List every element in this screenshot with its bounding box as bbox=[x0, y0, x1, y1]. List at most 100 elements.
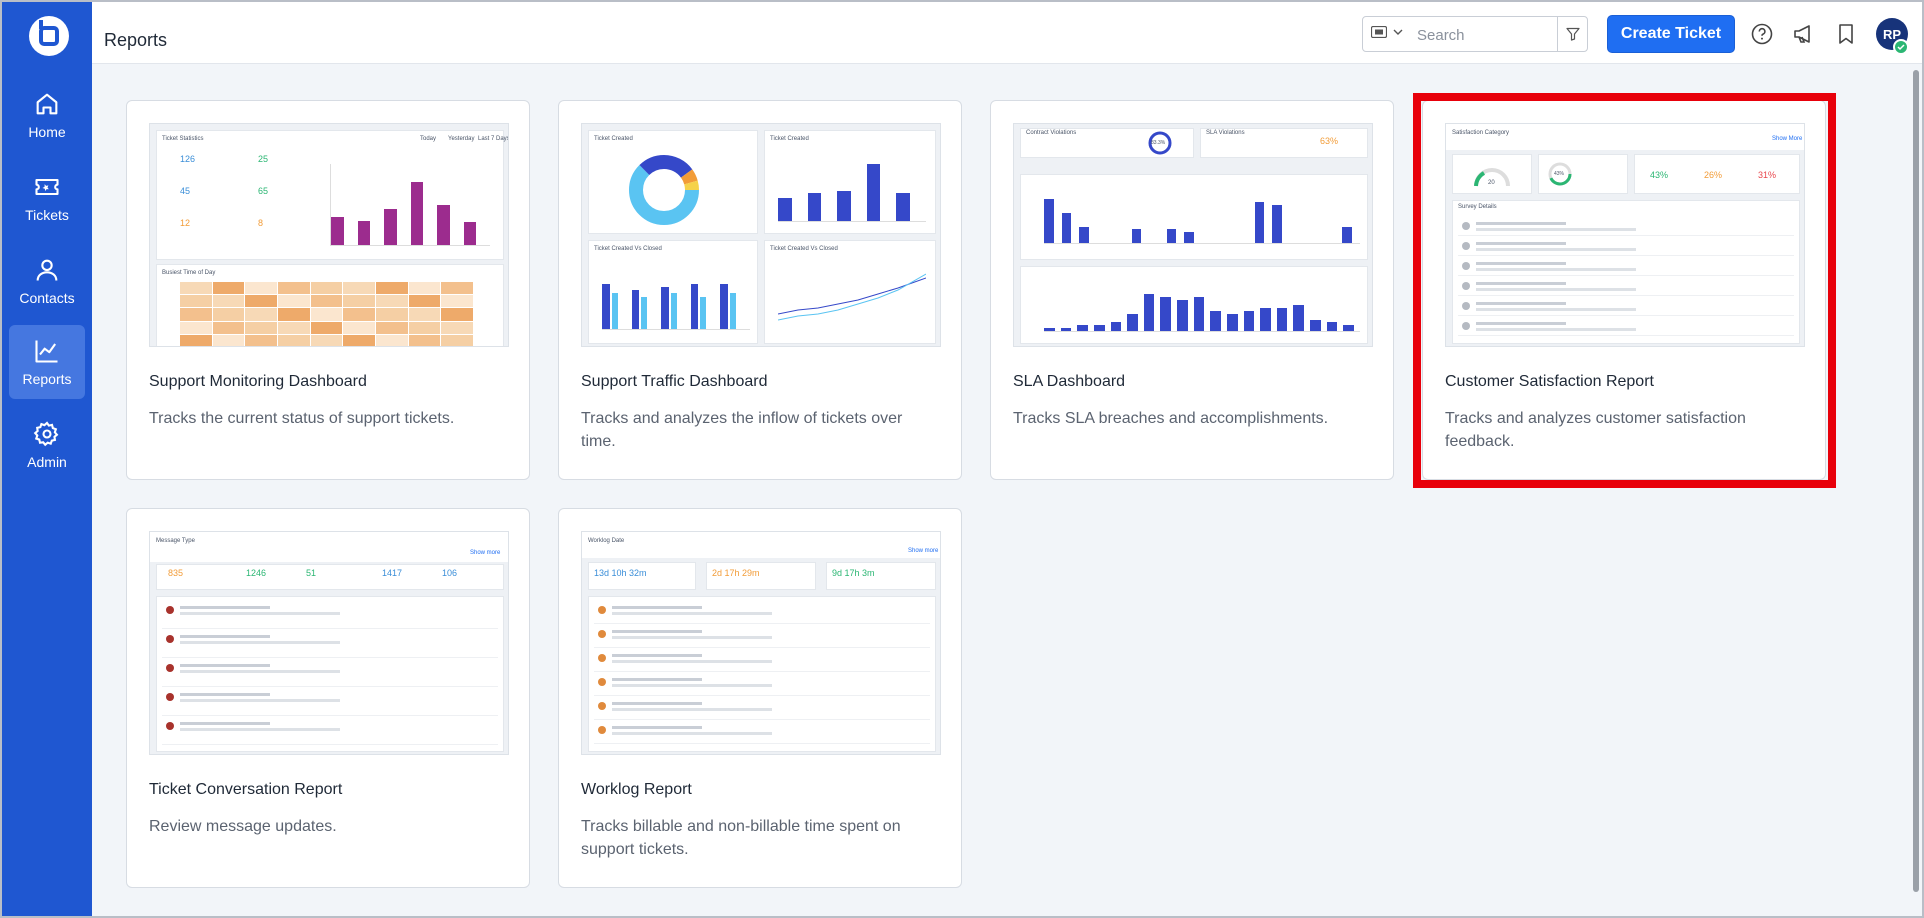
search-box bbox=[1362, 16, 1588, 52]
report-preview-image: Satisfaction Category Show More 20 43% 4… bbox=[1445, 123, 1805, 347]
scrollbar[interactable] bbox=[1910, 64, 1922, 916]
preview-bar bbox=[837, 190, 851, 221]
heatmap-cell bbox=[376, 295, 408, 308]
heatmap-cell bbox=[278, 282, 310, 295]
stat-value: 65 bbox=[258, 186, 269, 196]
preview-row bbox=[1458, 238, 1794, 256]
card-title: Ticket Conversation Report bbox=[149, 781, 343, 798]
sidebar-item-label: Tickets bbox=[25, 207, 69, 223]
heatmap-cell bbox=[441, 282, 473, 295]
preview-bar bbox=[1276, 308, 1288, 331]
preview-row bbox=[162, 689, 498, 716]
heatmap-cell bbox=[376, 321, 408, 334]
preview-row bbox=[162, 631, 498, 658]
page-title: Reports bbox=[104, 30, 168, 50]
heatmap-cell bbox=[278, 295, 310, 308]
report-card-customer-satisfaction[interactable]: Satisfaction Category Show More 20 43% 4… bbox=[1422, 100, 1826, 480]
preview-bar bbox=[1342, 226, 1352, 243]
report-card-support-traffic[interactable]: Ticket Created Ticket Created Ticket Cre… bbox=[558, 100, 962, 480]
preview-bar bbox=[1310, 319, 1321, 331]
ticket-icon bbox=[35, 178, 59, 196]
scrollbar-thumb[interactable] bbox=[1913, 70, 1919, 892]
sla-percent: 63% bbox=[1320, 136, 1339, 146]
app-logo[interactable] bbox=[29, 16, 69, 56]
preview-row bbox=[594, 602, 930, 624]
preview-bar bbox=[661, 286, 669, 329]
preview-bar bbox=[1166, 229, 1177, 243]
chevron-down-icon bbox=[1393, 29, 1403, 35]
preview-bar bbox=[1061, 212, 1072, 243]
help-icon[interactable] bbox=[1750, 22, 1774, 46]
gauge-value: 20 bbox=[1488, 180, 1495, 186]
preview-bar bbox=[1079, 226, 1089, 243]
preview-bar bbox=[1077, 325, 1088, 331]
report-card-support-monitoring[interactable]: Ticket Statistics Today Yesterday Last 7… bbox=[126, 100, 530, 480]
heatmap-cell bbox=[310, 282, 343, 295]
report-card-worklog[interactable]: Worklog Date Show more 13d 10h 32m 2d 17… bbox=[558, 508, 962, 888]
stat-value: 8 bbox=[258, 218, 264, 228]
card-description: Tracks and analyzes the inflow of ticket… bbox=[581, 410, 903, 450]
report-card-sla[interactable]: Contract Violations 83.3% SLA Violations… bbox=[990, 100, 1394, 480]
card-description: Tracks the current status of support tic… bbox=[149, 410, 455, 427]
preview-bar bbox=[1226, 313, 1238, 331]
preview-bar bbox=[1326, 322, 1338, 331]
sidebar-item-contacts[interactable]: Contacts bbox=[9, 244, 85, 318]
heatmap-cell bbox=[376, 334, 408, 346]
preview-bar bbox=[357, 220, 370, 245]
contacts-icon bbox=[36, 259, 58, 281]
heatmap-cell bbox=[310, 308, 343, 321]
heatmap-cell bbox=[408, 295, 441, 308]
preview-bar bbox=[1160, 296, 1172, 331]
preview-bar bbox=[1060, 328, 1072, 331]
sidebar-item-label: Home bbox=[28, 124, 66, 140]
report-preview-image: Ticket Created Ticket Created Ticket Cre… bbox=[581, 123, 941, 347]
sidebar-item-home[interactable]: Home bbox=[9, 78, 85, 152]
sla-percent: 83.3% bbox=[1151, 140, 1166, 146]
preview-bar bbox=[1254, 201, 1265, 243]
preview-bar bbox=[384, 208, 397, 245]
heatmap-cell bbox=[343, 334, 375, 346]
heatmap-cell bbox=[212, 321, 245, 334]
heatmap-cell bbox=[180, 321, 212, 334]
stat-value: 1246 bbox=[246, 568, 267, 578]
heatmap-cell bbox=[343, 295, 375, 308]
preview-bar bbox=[896, 192, 910, 221]
stat-value: 106 bbox=[442, 568, 458, 578]
preview-bar bbox=[720, 283, 728, 329]
heatmap-cell bbox=[408, 321, 441, 334]
sidebar-item-reports[interactable]: Reports bbox=[9, 325, 85, 399]
preview-bar bbox=[602, 283, 610, 329]
search-type-selector[interactable] bbox=[1371, 26, 1403, 38]
filter-button[interactable] bbox=[1557, 17, 1587, 51]
heatmap-cell bbox=[212, 282, 245, 295]
report-card-ticket-conversation[interactable]: Message Type Show more 835 1246 51 1417 … bbox=[126, 508, 530, 888]
stat-value: 12 bbox=[180, 218, 191, 228]
report-preview-image: Message Type Show more 835 1246 51 1417 … bbox=[149, 531, 509, 755]
card-title: Support Monitoring Dashboard bbox=[149, 373, 367, 390]
heatmap-cell bbox=[376, 308, 408, 321]
stat-value: 25 bbox=[258, 154, 269, 164]
card-description: Review message updates. bbox=[149, 818, 337, 835]
stat-value: 13d 10h 32m bbox=[594, 568, 647, 578]
reports-icon bbox=[35, 340, 58, 363]
heatmap-cell bbox=[180, 282, 212, 295]
search-input[interactable] bbox=[1417, 25, 1547, 45]
bookmark-icon[interactable] bbox=[1834, 22, 1858, 46]
preview-bar bbox=[1193, 296, 1205, 331]
sidebar-item-label: Admin bbox=[27, 454, 67, 470]
create-ticket-button[interactable]: Create Ticket bbox=[1608, 16, 1734, 52]
online-status-icon bbox=[1893, 39, 1909, 55]
preview-bar bbox=[1184, 232, 1194, 243]
sidebar-item-tickets[interactable]: Tickets bbox=[9, 161, 85, 235]
sidebar-item-admin[interactable]: Admin bbox=[9, 408, 85, 482]
stat-value: 1417 bbox=[382, 568, 403, 578]
top-bar: Reports Create Ticket RP bbox=[92, 2, 1922, 64]
preview-bar bbox=[1243, 311, 1255, 331]
heatmap-cell bbox=[278, 308, 310, 321]
preview-bar bbox=[1127, 313, 1138, 331]
heatmap-cell bbox=[278, 334, 310, 346]
announcement-icon[interactable] bbox=[1792, 22, 1816, 46]
preview-bar bbox=[1044, 199, 1054, 243]
preview-row bbox=[594, 650, 930, 672]
card-description: Tracks SLA breaches and accomplishments. bbox=[1013, 410, 1329, 427]
